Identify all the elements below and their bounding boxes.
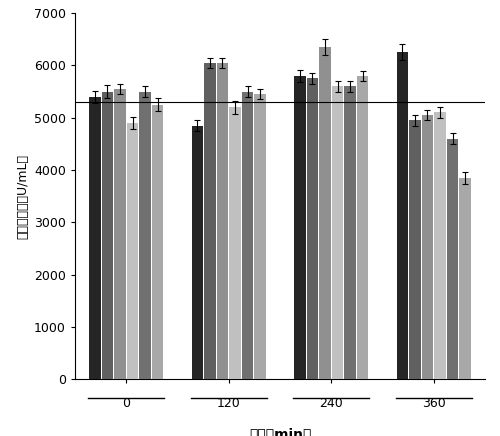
Bar — [140, 92, 150, 379]
Bar — [242, 92, 253, 379]
Bar — [254, 94, 266, 379]
Bar — [204, 63, 216, 379]
Bar — [294, 76, 306, 379]
Bar — [344, 86, 356, 379]
Bar — [357, 76, 368, 379]
Y-axis label: 脂肅酶活性（U/mL）: 脂肅酶活性（U/mL） — [17, 154, 30, 238]
Bar — [447, 139, 458, 379]
Bar — [434, 112, 446, 379]
Bar — [114, 89, 126, 379]
Bar — [396, 52, 408, 379]
Bar — [422, 115, 433, 379]
Bar — [217, 63, 228, 379]
Bar — [192, 126, 203, 379]
Bar — [89, 97, 101, 379]
Bar — [230, 107, 240, 379]
Bar — [127, 123, 138, 379]
Bar — [102, 92, 113, 379]
Bar — [460, 178, 471, 379]
X-axis label: 时间（min）: 时间（min） — [249, 427, 311, 436]
Bar — [307, 78, 318, 379]
Bar — [152, 105, 164, 379]
Bar — [332, 86, 343, 379]
Bar — [410, 120, 420, 379]
Bar — [320, 47, 330, 379]
